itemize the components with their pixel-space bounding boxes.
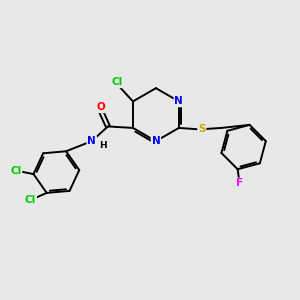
Text: O: O <box>96 102 105 112</box>
Text: N: N <box>175 96 183 106</box>
Text: Cl: Cl <box>10 166 22 176</box>
Text: Cl: Cl <box>25 195 36 205</box>
Text: Cl: Cl <box>111 77 122 87</box>
Text: N: N <box>87 136 96 146</box>
Text: H: H <box>99 141 107 150</box>
Text: F: F <box>236 178 243 188</box>
Text: S: S <box>198 124 206 134</box>
Text: N: N <box>152 136 160 146</box>
